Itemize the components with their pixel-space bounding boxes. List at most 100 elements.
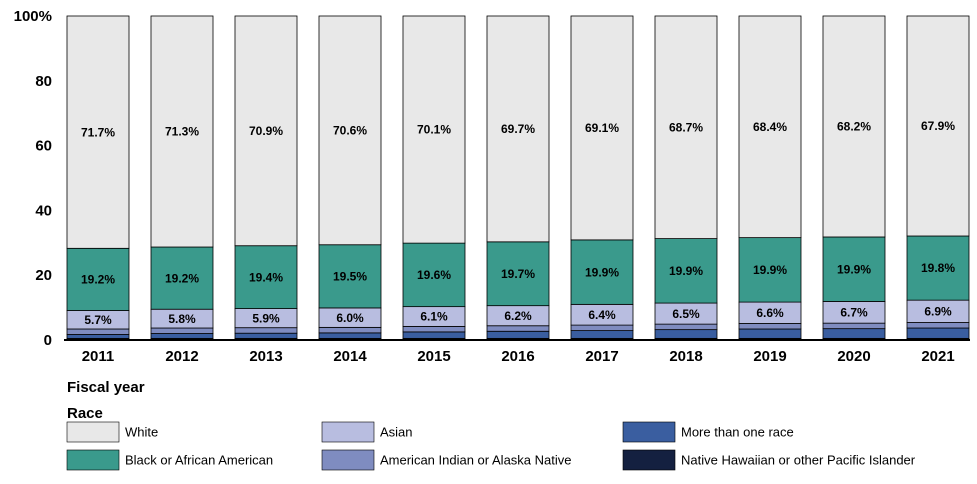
legend-label: American Indian or Alaska Native bbox=[380, 452, 571, 467]
data-label: 19.5% bbox=[333, 270, 367, 284]
x-axis-label: Fiscal year bbox=[67, 379, 145, 396]
bar-segment bbox=[486, 325, 550, 332]
data-label: 5.8% bbox=[168, 312, 196, 326]
bar-segment bbox=[150, 327, 214, 334]
bar-segment bbox=[654, 238, 718, 304]
legend-swatch bbox=[66, 421, 120, 443]
bar-segment bbox=[318, 326, 382, 334]
legend-label: Asian bbox=[380, 424, 413, 439]
data-label: 19.8% bbox=[921, 261, 955, 275]
bar-segment bbox=[738, 323, 802, 330]
bar-segment bbox=[66, 334, 130, 339]
bar-segment bbox=[318, 332, 382, 339]
data-label: 71.7% bbox=[81, 125, 115, 139]
y-tick-label: 20 bbox=[35, 267, 52, 284]
x-tick-label: 2016 bbox=[501, 348, 534, 365]
bar-segment bbox=[738, 237, 802, 303]
data-label: 6.5% bbox=[672, 307, 700, 321]
bar-segment bbox=[906, 235, 970, 301]
data-label: 70.1% bbox=[417, 123, 451, 137]
legend-swatch bbox=[321, 421, 375, 443]
bar-segment bbox=[402, 325, 466, 333]
bar-segment bbox=[66, 247, 130, 311]
x-tick-label: 2021 bbox=[921, 348, 954, 365]
bar-segment bbox=[234, 245, 298, 309]
legend-title: Race bbox=[67, 405, 103, 422]
bar-segment bbox=[822, 322, 886, 330]
bar-segment bbox=[318, 15, 382, 246]
data-label: 19.2% bbox=[165, 271, 199, 285]
x-tick-label: 2020 bbox=[837, 348, 870, 365]
bar-segment bbox=[402, 331, 466, 339]
data-label: 5.9% bbox=[252, 311, 280, 325]
data-label: 19.7% bbox=[501, 267, 535, 281]
data-label: 5.7% bbox=[84, 313, 112, 327]
bar-segment bbox=[486, 241, 550, 307]
bar-segment bbox=[738, 15, 802, 239]
bar-segment bbox=[906, 327, 970, 339]
data-label: 19.9% bbox=[837, 262, 871, 276]
y-tick-label: 100% bbox=[14, 8, 52, 25]
bar-segment bbox=[234, 327, 298, 334]
data-label: 19.9% bbox=[585, 265, 619, 279]
bar-segment bbox=[402, 15, 466, 244]
x-tick-label: 2017 bbox=[585, 348, 618, 365]
data-label: 6.2% bbox=[504, 309, 532, 323]
bar-segment bbox=[906, 15, 970, 237]
data-label: 68.4% bbox=[753, 120, 787, 134]
legend-label: Black or African American bbox=[125, 452, 273, 467]
x-tick-label: 2019 bbox=[753, 348, 786, 365]
data-label: 71.3% bbox=[165, 125, 199, 139]
legend-swatch bbox=[66, 449, 120, 471]
x-tick-label: 2015 bbox=[417, 348, 450, 365]
legend-label: White bbox=[125, 424, 158, 439]
data-label: 19.9% bbox=[753, 263, 787, 277]
data-label: 19.6% bbox=[417, 268, 451, 282]
data-label: 6.7% bbox=[840, 305, 868, 319]
legend-swatch bbox=[622, 449, 676, 471]
bar-segment bbox=[906, 322, 970, 329]
data-label: 6.9% bbox=[924, 304, 952, 318]
legend-label: Native Hawaiian or other Pacific Islande… bbox=[681, 452, 916, 467]
bar-segment bbox=[822, 236, 886, 302]
bar-segment bbox=[654, 15, 718, 239]
bar-segment bbox=[66, 15, 130, 249]
bar-segment bbox=[66, 328, 130, 335]
x-tick-label: 2011 bbox=[82, 348, 115, 365]
data-label: 6.6% bbox=[756, 306, 784, 320]
data-label: 67.9% bbox=[921, 119, 955, 133]
data-label: 19.9% bbox=[669, 264, 703, 278]
bar-segment bbox=[822, 328, 886, 339]
bar-segment bbox=[570, 15, 634, 241]
bar-segment bbox=[570, 324, 634, 332]
legend-swatch bbox=[321, 449, 375, 471]
bar-segment bbox=[150, 333, 214, 339]
bar-segment bbox=[234, 15, 298, 247]
x-tick-label: 2012 bbox=[165, 348, 198, 365]
bar-segment bbox=[570, 239, 634, 305]
legend-label: More than one race bbox=[681, 424, 794, 439]
y-tick-label: 60 bbox=[35, 138, 52, 155]
x-tick-label: 2014 bbox=[333, 348, 367, 365]
data-label: 70.6% bbox=[333, 124, 367, 138]
data-label: 6.4% bbox=[588, 308, 616, 322]
bar-segment bbox=[402, 242, 466, 308]
data-label: 68.2% bbox=[837, 120, 871, 134]
data-label: 19.4% bbox=[249, 270, 283, 284]
data-label: 6.1% bbox=[420, 310, 448, 324]
bar-segment bbox=[486, 330, 550, 339]
bar-segment bbox=[486, 15, 550, 243]
bar-segment bbox=[570, 330, 634, 339]
data-label: 69.7% bbox=[501, 122, 535, 136]
data-label: 69.1% bbox=[585, 121, 619, 135]
y-tick-label: 80 bbox=[35, 73, 52, 90]
y-tick-label: 0 bbox=[44, 332, 52, 349]
bar-segment bbox=[654, 329, 718, 339]
bar-segment bbox=[150, 15, 214, 248]
bar-segment bbox=[234, 332, 298, 339]
bar-segment bbox=[318, 244, 382, 309]
bar-segment bbox=[822, 15, 886, 238]
bar-segment bbox=[738, 328, 802, 339]
legend-swatch bbox=[622, 421, 676, 443]
